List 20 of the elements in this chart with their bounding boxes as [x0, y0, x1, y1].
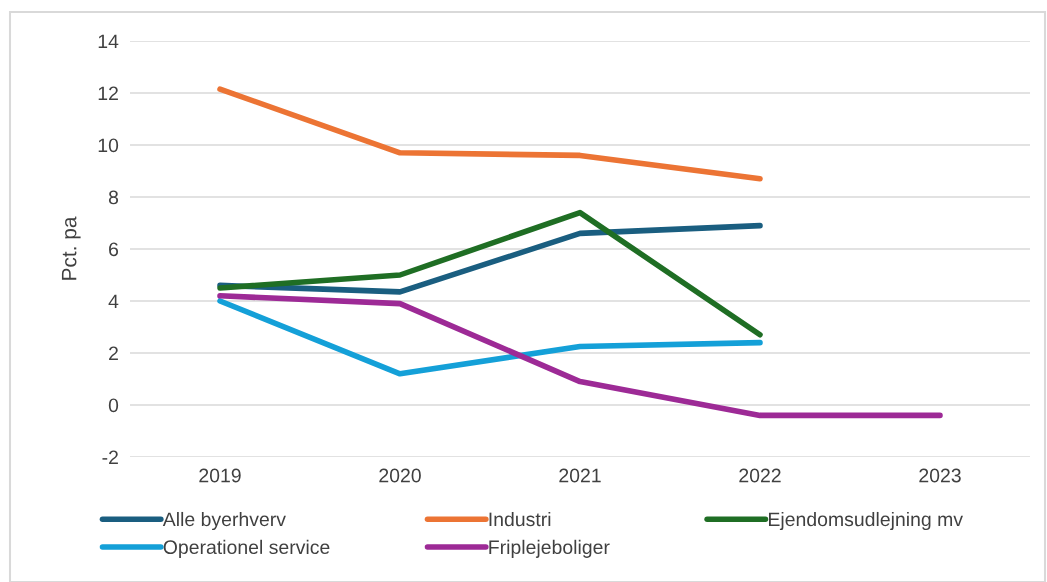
y-tick-label: 2	[109, 346, 118, 361]
y-tick-label: 6	[109, 242, 119, 257]
legend-label: Industri	[489, 511, 551, 527]
y-tick-label: 8	[108, 190, 119, 205]
y-axis-title: Pct. pa	[61, 216, 81, 280]
y-tick-label: 10	[98, 138, 119, 153]
y-tick-label: 12	[98, 86, 118, 101]
y-tick-label: -2	[102, 450, 118, 465]
legend-label: Friplejeboliger	[489, 539, 610, 558]
x-tick-label: 2023	[919, 468, 961, 483]
y-tick-label: 4	[108, 294, 119, 309]
legend-label: Operationel service	[163, 539, 330, 558]
x-tick-label: 2020	[379, 468, 421, 483]
legend-label: Ejendomsudlejning mv	[769, 511, 963, 531]
legend-label: Alle byerhverv	[162, 511, 286, 531]
x-tick-label: 2022	[739, 468, 781, 483]
x-tick-label: 2019	[199, 468, 241, 483]
y-tick-label: 0	[108, 398, 119, 413]
y-tick-label: 14	[98, 34, 119, 49]
x-tick-label: 2021	[559, 468, 601, 483]
